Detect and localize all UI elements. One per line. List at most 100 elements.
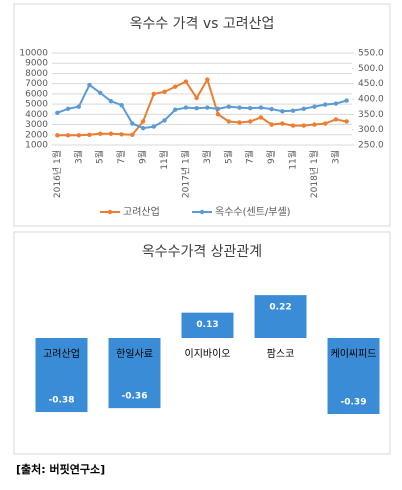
category-label: 고려산업 [43,347,80,360]
y2-tick-label: 350.0 [358,110,384,120]
point [119,132,124,137]
point [151,91,156,97]
bar [254,295,307,338]
point [312,122,317,127]
point [312,104,317,109]
legend-label: 옥수수(센트/부셸) [215,206,291,218]
x-tick-label: 11월 [287,150,299,170]
chart-title: 옥수수가격 상관관계 [142,244,262,260]
point [344,98,349,103]
point [173,107,178,112]
point [269,122,274,127]
point [226,104,231,109]
point [333,117,339,122]
x-tick-label: 2016년 1월 [51,150,63,198]
x-tick-label: 7월 [115,150,127,164]
x-tick-label: 7월 [244,150,256,164]
point [183,79,189,84]
y2-tick-label: 450.0 [358,79,384,89]
bar [181,312,234,338]
y2-tick-label: 300.0 [358,125,384,135]
point [55,133,60,138]
x-tick-label: 11월 [158,150,170,170]
series-line [57,77,347,137]
y-tick-label: 9000 [25,59,48,69]
point [215,106,221,112]
chart-title: 옥수수 가격 vs 고려산업 [130,16,275,32]
x-tick-label: 2018년 1월 [308,150,320,198]
point [87,82,92,88]
point [215,112,221,117]
point [130,132,135,137]
y2-tick-label: 250.0 [358,141,384,151]
point [205,105,210,110]
legend-marker [199,209,205,215]
bar [327,338,380,414]
point [280,121,285,126]
y-tick-label: 1000 [25,141,48,151]
point [258,105,264,110]
point [130,121,135,126]
y2-tick-label: 550.0 [358,49,384,59]
x-tick-label: 5월 [222,150,234,164]
legend-label: 고려산업 [123,205,160,218]
value-label: 0.22 [269,303,291,313]
y-tick-label: 3000 [25,120,48,130]
point [87,132,92,137]
point [151,124,156,129]
bar [108,338,161,409]
point [194,106,199,111]
category-label: 이지바이오 [185,348,231,360]
point [194,95,199,101]
point [323,102,328,107]
point [98,90,103,96]
point [237,105,242,110]
legend-marker [107,209,113,215]
point [301,123,306,128]
point [65,106,71,112]
point [55,110,60,116]
value-label: -0.39 [341,398,367,408]
point [173,84,178,89]
y-tick-label: 2000 [25,130,48,140]
x-tick-label: 3월 [329,150,341,164]
point [108,98,114,104]
category-label: 팜스코 [267,348,295,360]
point [290,123,296,128]
point [248,119,253,124]
source-note: [출처: 버핏연구소] [16,462,105,476]
point [344,119,349,124]
bar [35,338,88,413]
value-label: 0.13 [196,320,218,330]
point [248,106,253,111]
point [162,118,167,123]
y-tick-label: 4000 [25,110,48,120]
point [226,119,231,124]
series-line [57,83,347,130]
point [140,119,146,124]
y-tick-label: 6000 [25,89,48,99]
point [333,101,339,106]
y2-tick-label: 400.0 [358,95,384,105]
point [140,125,146,131]
point [162,89,167,95]
x-tick-label: 9월 [265,150,277,164]
category-label: 케이씨피드 [331,348,377,360]
point [280,109,285,114]
value-label: -0.38 [49,396,75,406]
y-tick-label: 8000 [25,69,48,79]
point [76,104,81,109]
value-label: -0.36 [122,392,148,402]
x-tick-label: 2017년 1월 [179,150,191,198]
point [237,120,242,125]
point [301,106,306,112]
point [119,102,124,108]
x-tick-label: 5월 [94,150,106,164]
y-tick-label: 10000 [19,49,48,59]
point [108,131,114,136]
y2-tick-label: 500.0 [358,64,384,74]
point [205,77,210,82]
point [323,121,328,126]
chart-panel [13,3,391,227]
